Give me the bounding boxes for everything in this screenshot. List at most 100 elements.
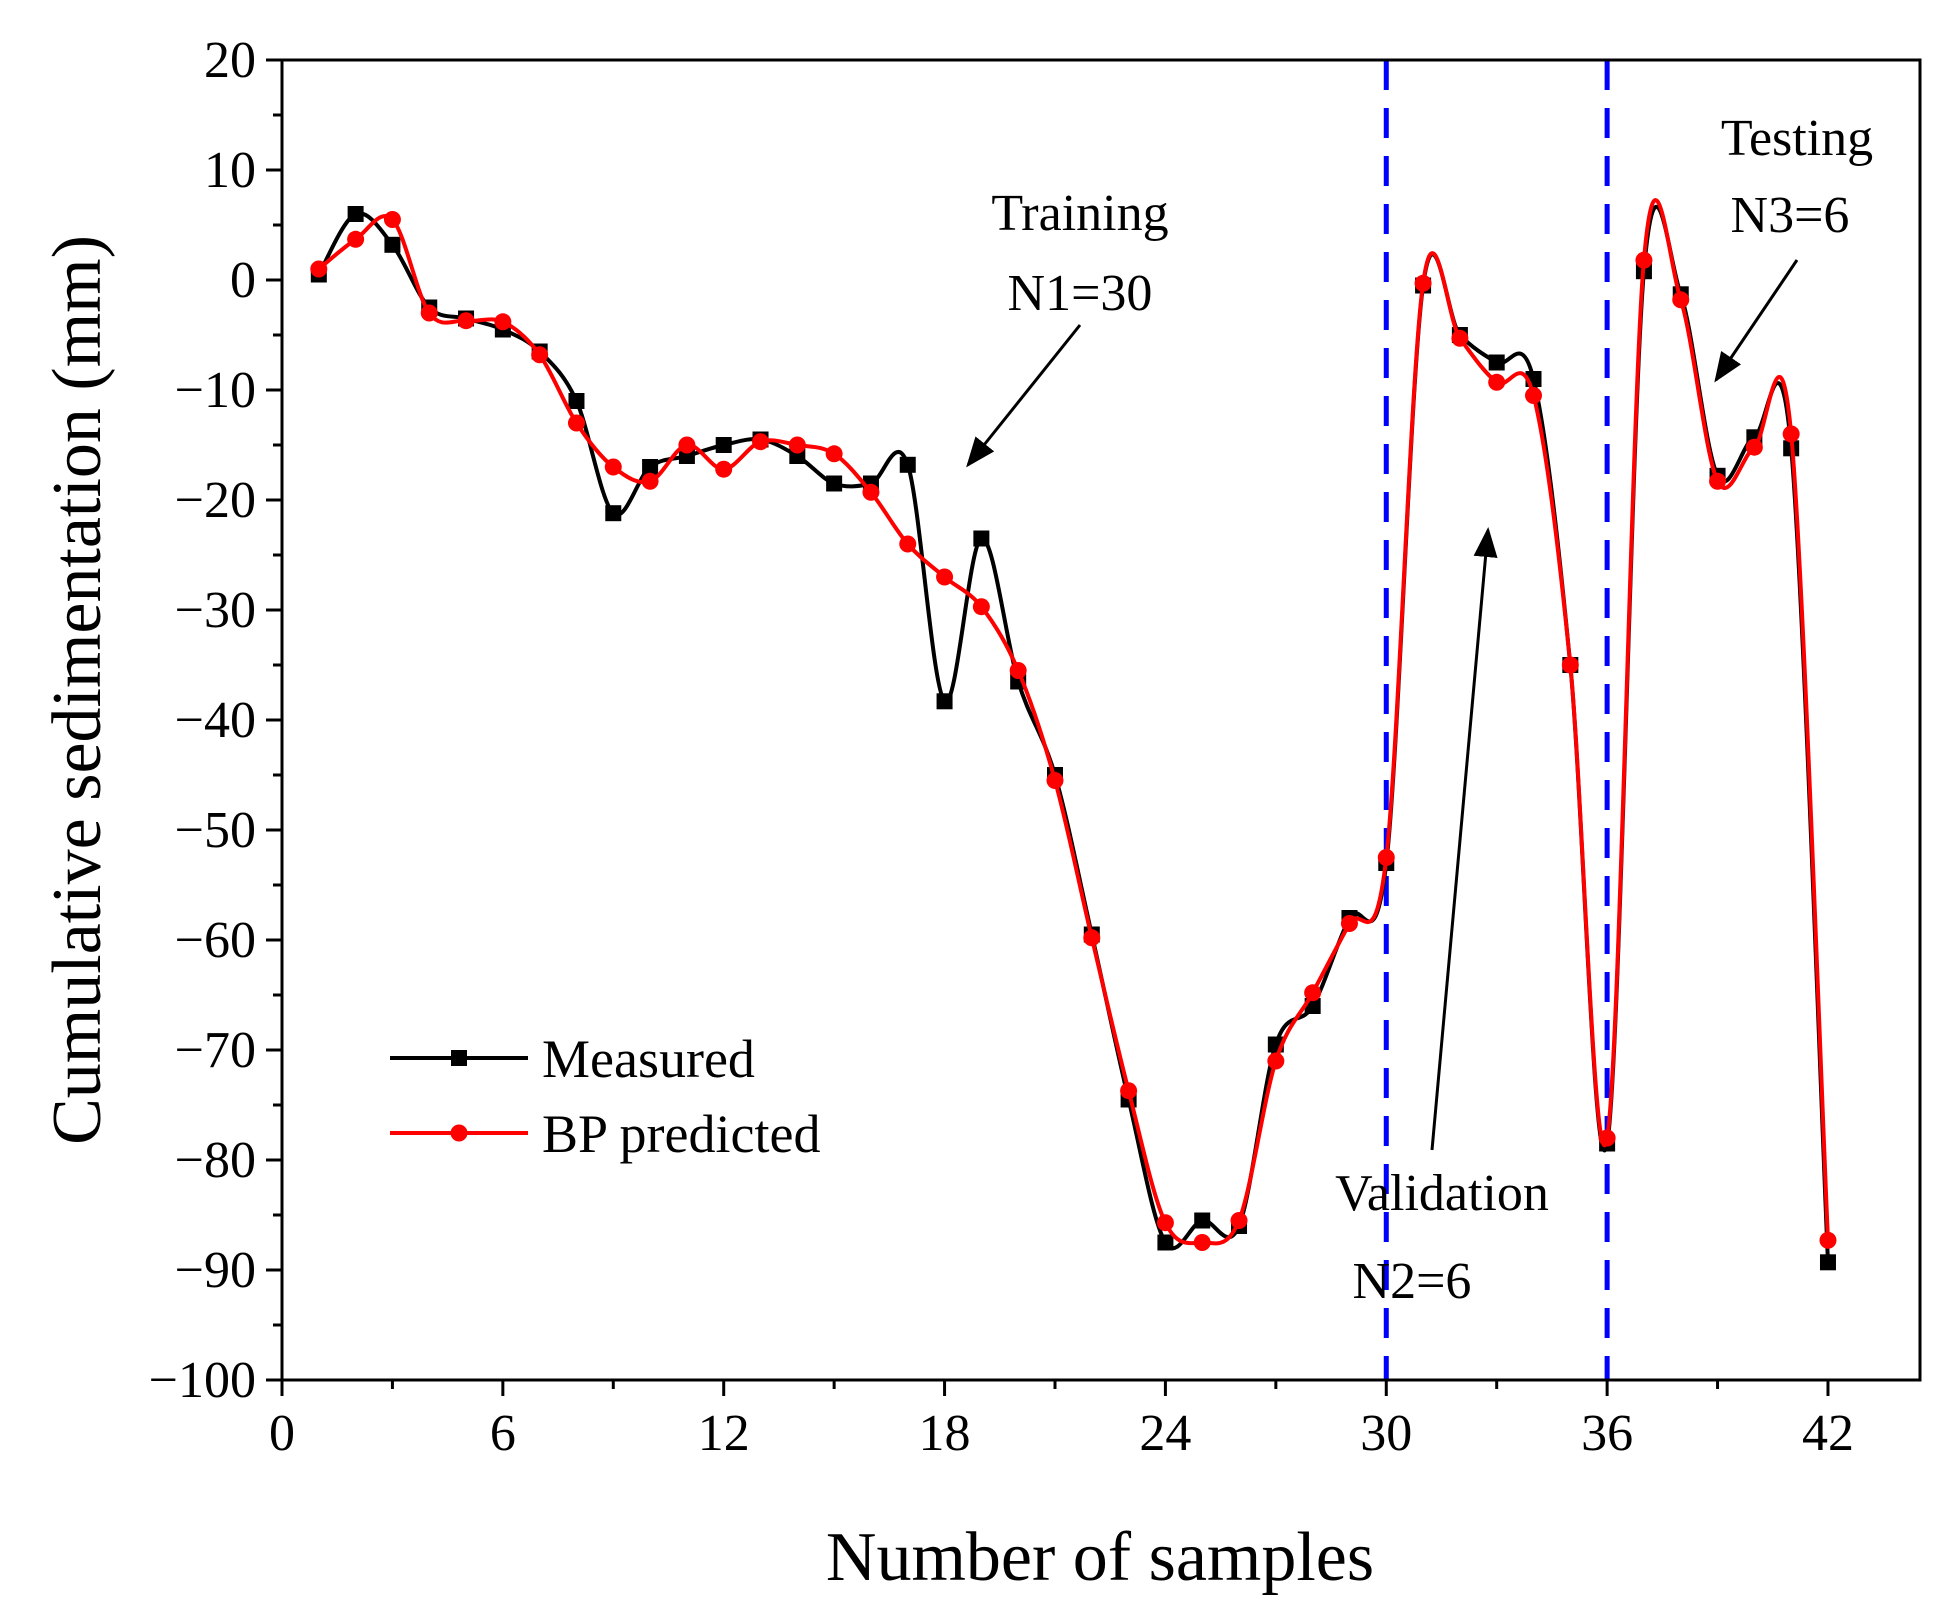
y-tick-label: −80 xyxy=(175,1132,256,1189)
series-bp-predicted-point xyxy=(531,346,549,364)
series-bp-predicted-point xyxy=(752,433,770,451)
annotation-training: Training N1=30 xyxy=(966,185,1169,468)
x-tick-label: 12 xyxy=(698,1405,750,1462)
series-measured-point xyxy=(1157,1234,1174,1251)
series-measured-point xyxy=(347,206,364,222)
y-tick-label: 10 xyxy=(204,142,256,199)
series-bp-predicted-point xyxy=(1193,1234,1211,1251)
series-bp-predicted-point xyxy=(1377,849,1395,866)
series-bp-predicted-point xyxy=(1120,1082,1138,1100)
series-bp-predicted-point xyxy=(1304,984,1322,1002)
series-measured-point xyxy=(384,236,401,253)
series-bp-predicted-point xyxy=(1635,251,1653,269)
series-measured-point xyxy=(642,459,659,475)
series-measured-point xyxy=(973,530,990,547)
y-tick-label: −50 xyxy=(175,802,256,859)
series-bp-predicted-point xyxy=(1598,1129,1616,1147)
series-bp-predicted-point xyxy=(1083,929,1101,947)
series-bp-predicted-point xyxy=(641,472,659,490)
y-tick-label: −40 xyxy=(175,692,256,749)
series-measured-point xyxy=(605,505,622,522)
y-tick-label: −100 xyxy=(149,1352,256,1409)
series-measured-point xyxy=(1819,1254,1836,1271)
series-bp-predicted-point xyxy=(1561,656,1579,674)
series-bp-predicted-point xyxy=(1451,329,1469,347)
series-layer xyxy=(310,198,1837,1271)
y-tick-label: −70 xyxy=(175,1022,256,1079)
series-bp-predicted-point xyxy=(788,436,806,454)
annotation-validation-count: N2=6 xyxy=(1353,1253,1472,1310)
series-bp-predicted-point xyxy=(310,260,328,278)
annotation-validation-label: Validation xyxy=(1335,1165,1549,1222)
annotation-testing-count: N3=6 xyxy=(1731,187,1850,244)
y-tick-label: −10 xyxy=(175,362,256,419)
series-bp-predicted-point xyxy=(899,535,917,553)
series-measured-point xyxy=(936,693,953,710)
series-bp-predicted-point xyxy=(862,483,880,501)
annotation-testing-arrow xyxy=(1714,259,1799,383)
series-bp-predicted-point xyxy=(1156,1214,1174,1232)
series-bp-predicted-point xyxy=(1819,1231,1837,1249)
x-tick-label: 30 xyxy=(1360,1405,1412,1462)
annotation-training-count: N1=30 xyxy=(1008,265,1153,322)
series-bp-predicted-point xyxy=(1488,373,1506,391)
y-tick-label: −20 xyxy=(175,472,256,529)
annotation-testing-label: Testing xyxy=(1721,110,1873,167)
annotation-training-arrow xyxy=(966,324,1082,468)
x-tick-label: 6 xyxy=(490,1405,516,1462)
series-bp-predicted-point xyxy=(347,230,365,248)
y-tick-label: −30 xyxy=(175,582,256,639)
x-axis-title: Number of samples xyxy=(826,1519,1374,1596)
axes: 0 6 12 18 24 30 36 42 20 10 0 −10 −20 −30 −40 −50 −60 −70… xyxy=(149,32,1922,1462)
series-bp-predicted-point xyxy=(1414,274,1432,292)
series-bp-predicted-point xyxy=(1672,291,1690,309)
annotation-testing: Testing N3=6 xyxy=(1714,110,1873,383)
series-bp-predicted-point xyxy=(420,304,438,322)
series-bp-predicted-point xyxy=(383,211,401,228)
y-tick-label: −60 xyxy=(175,912,256,969)
legend-bp-label: BP predicted xyxy=(542,1104,820,1164)
series-bp-predicted-point xyxy=(1009,662,1027,679)
annotation-validation: Validation N2=6 xyxy=(1335,527,1549,1310)
legend-bp-marker xyxy=(450,1124,468,1142)
series-bp-predicted-point xyxy=(715,460,733,478)
series-bp-predicted-point xyxy=(678,436,696,454)
plot-frame xyxy=(280,58,1922,1382)
x-tick-label: 0 xyxy=(269,1405,295,1462)
series-bp-predicted-point xyxy=(1267,1052,1285,1070)
x-tick-label: 24 xyxy=(1139,1405,1191,1462)
series-bp-predicted-point xyxy=(604,458,622,476)
y-tick-label: 0 xyxy=(230,252,256,309)
x-tick-label: 42 xyxy=(1802,1405,1854,1462)
series-bp-predicted-point xyxy=(1525,387,1543,404)
x-tick-label: 36 xyxy=(1581,1405,1633,1462)
series-measured-point xyxy=(899,456,916,473)
annotation-validation-arrow xyxy=(1430,527,1498,1151)
series-bp-predicted-point xyxy=(1046,772,1064,789)
x-tick-label: 18 xyxy=(919,1405,971,1462)
series-bp-predicted-point xyxy=(972,598,990,616)
separator-layer xyxy=(1383,60,1610,1380)
legend-measured-label: Measured xyxy=(542,1029,755,1089)
series-measured-point xyxy=(826,475,843,492)
y-axis-title: Cumulative sedimentation (mm) xyxy=(39,235,116,1145)
series-measured-point xyxy=(568,393,585,409)
y-tick-label: −90 xyxy=(175,1242,256,1299)
series-measured-point xyxy=(1488,354,1505,371)
legend-measured-marker xyxy=(451,1050,467,1066)
y-tick-label: 20 xyxy=(204,32,256,89)
series-bp-predicted-point xyxy=(457,312,475,330)
series-bp-predicted-point xyxy=(1340,915,1358,932)
series-bp-predicted-point xyxy=(494,313,512,331)
series-bp-predicted-point xyxy=(825,445,843,463)
series-measured-point xyxy=(715,437,732,453)
series-measured-point xyxy=(1194,1212,1211,1229)
series-bp-predicted-point xyxy=(936,568,954,586)
series-bp-predicted-point xyxy=(1745,438,1763,456)
series-bp-predicted-point xyxy=(1709,472,1727,490)
legend: Measured BP predicted xyxy=(390,1029,820,1164)
series-bp-predicted-point xyxy=(1782,425,1800,443)
series-bp-predicted-point xyxy=(1230,1212,1248,1229)
series-bp-predicted-point xyxy=(567,414,585,432)
